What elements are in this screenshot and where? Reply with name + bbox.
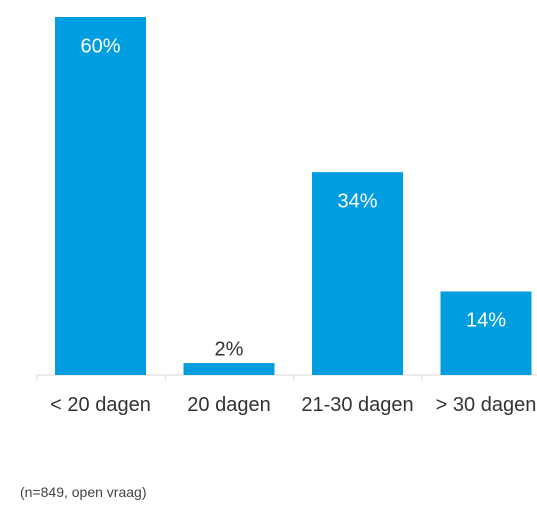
x-tick-label: 21-30 dagen <box>301 394 414 416</box>
x-tick-label: 20 dagen <box>187 394 271 416</box>
bar <box>55 17 146 375</box>
x-tick-label: < 20 dagen <box>50 394 151 416</box>
x-tick-label: > 30 dagen <box>435 394 537 416</box>
bar <box>183 363 275 375</box>
plot: 60% 2% 34% 14% <box>36 17 537 380</box>
bar <box>312 172 403 375</box>
footnote: (n=849, open vraag) <box>20 484 147 500</box>
value-label: 34% <box>337 190 377 212</box>
value-label: 60% <box>80 35 120 57</box>
value-label: 2% <box>215 338 244 360</box>
bar <box>440 291 532 375</box>
value-label: 14% <box>466 310 506 332</box>
